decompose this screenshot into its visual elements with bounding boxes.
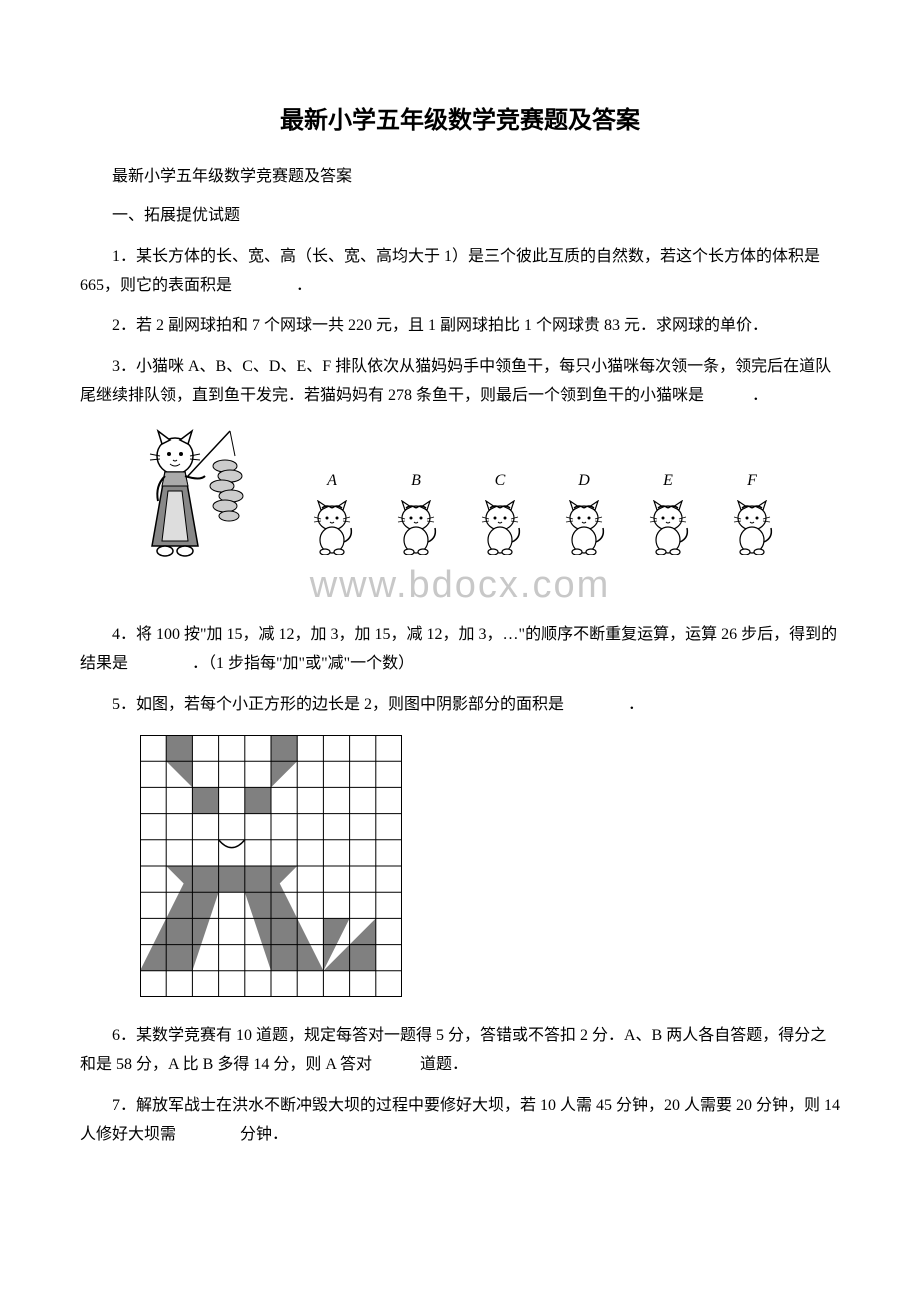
mom-cat-figure (140, 426, 280, 566)
cat-label: D (552, 467, 616, 496)
grid-cat-figure (140, 735, 840, 1008)
question-6: 6．某数学竞赛有 10 道题，规定每答对一题得 5 分，答错或不答扣 2 分．A… (80, 1022, 840, 1080)
cat-label: C (468, 467, 532, 496)
cats-row: A B (140, 426, 840, 566)
question-3: 3．小猫咪 A、B、C、D、E、F 排队依次从猫妈妈手中领鱼干，每只小猫咪每次领… (80, 353, 840, 411)
page-title: 最新小学五年级数学竞赛题及答案 (80, 100, 840, 143)
question-5: 5．如图，若每个小正方形的边长是 2，则图中阴影部分的面积是 ． (80, 691, 840, 720)
cat-label: F (720, 467, 784, 496)
cat-d: D (552, 467, 616, 566)
question-1: 1．某长方体的长、宽、高（长、宽、高均大于 1）是三个彼此互质的自然数，若这个长… (80, 243, 840, 301)
question-2: 2．若 2 副网球拍和 7 个网球一共 220 元，且 1 副网球拍比 1 个网… (80, 312, 840, 341)
cat-f: F (720, 467, 784, 566)
subtitle: 最新小学五年级数学竞赛题及答案 (80, 163, 840, 192)
question-4: 4．将 100 按"加 15，减 12，加 3，加 15，减 12，加 3，…"… (80, 621, 840, 679)
cat-e: E (636, 467, 700, 566)
section-header: 一、拓展提优试题 (80, 202, 840, 231)
question-7: 7．解放军战士在洪水不断冲毁大坝的过程中要修好大坝，若 10 人需 45 分钟，… (80, 1092, 840, 1150)
cat-label: B (384, 467, 448, 496)
cat-a: A (300, 467, 364, 566)
cat-label: A (300, 467, 364, 496)
cat-label: E (636, 467, 700, 496)
cat-b: B (384, 467, 448, 566)
cat-c: C (468, 467, 532, 566)
